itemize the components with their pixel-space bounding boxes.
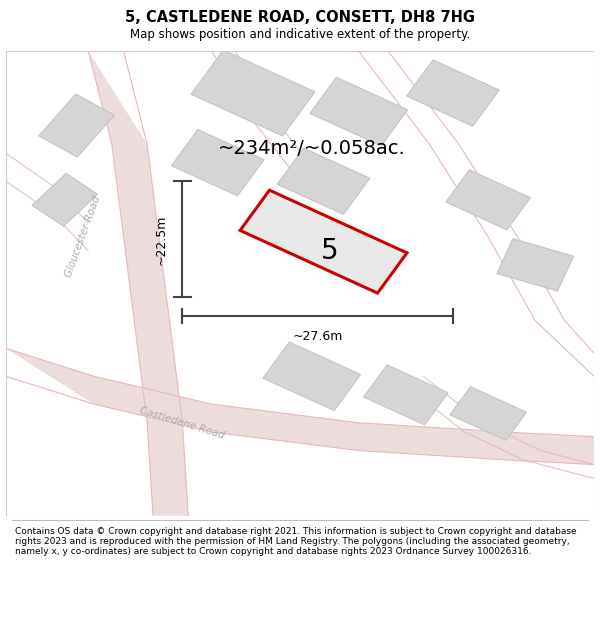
Text: ~27.6m: ~27.6m	[292, 330, 343, 343]
Polygon shape	[450, 387, 526, 440]
Polygon shape	[263, 342, 361, 411]
Text: Map shows position and indicative extent of the property.: Map shows position and indicative extent…	[130, 28, 470, 41]
PathPatch shape	[6, 349, 594, 464]
Polygon shape	[310, 78, 407, 146]
Text: Castledene Road: Castledene Road	[139, 405, 226, 441]
Text: 5, CASTLEDENE ROAD, CONSETT, DH8 7HG: 5, CASTLEDENE ROAD, CONSETT, DH8 7HG	[125, 10, 475, 25]
Text: ~22.5m: ~22.5m	[155, 214, 168, 264]
Polygon shape	[407, 60, 499, 126]
Polygon shape	[446, 170, 530, 230]
Polygon shape	[172, 129, 264, 196]
PathPatch shape	[88, 51, 188, 516]
Polygon shape	[364, 365, 448, 425]
Text: Gloucester Road: Gloucester Road	[63, 195, 102, 279]
Polygon shape	[39, 94, 115, 157]
Text: Contains OS data © Crown copyright and database right 2021. This information is : Contains OS data © Crown copyright and d…	[15, 526, 577, 556]
Text: 5: 5	[320, 237, 338, 265]
Polygon shape	[277, 148, 370, 214]
Text: ~234m²/~0.058ac.: ~234m²/~0.058ac.	[218, 139, 406, 158]
Polygon shape	[497, 239, 574, 291]
Polygon shape	[240, 190, 407, 293]
Polygon shape	[32, 173, 98, 226]
Polygon shape	[191, 50, 315, 136]
